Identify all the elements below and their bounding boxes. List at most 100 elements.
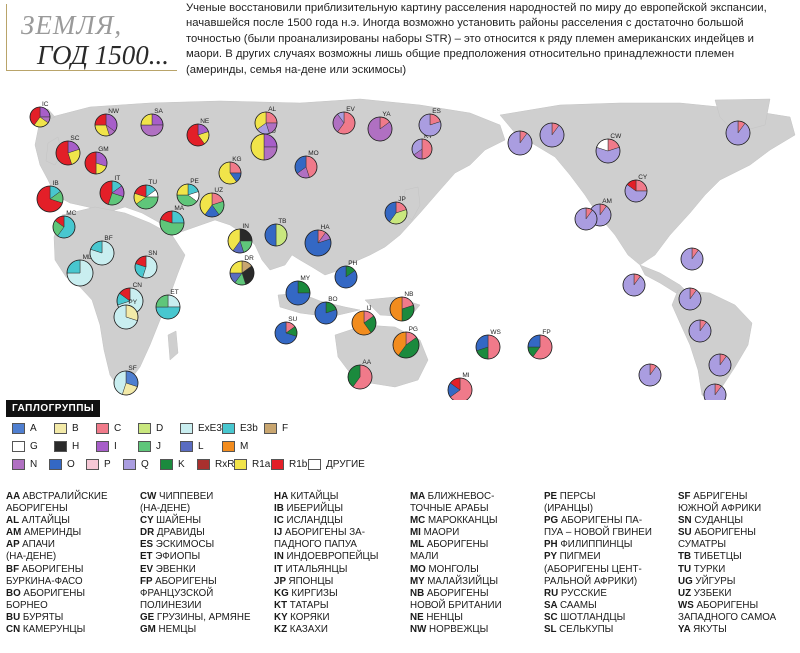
pie-gm: GM: [84, 146, 109, 175]
legend-label: R1a: [252, 459, 271, 470]
abbreviation-text: АБРИГЕНЫ: [693, 491, 748, 502]
legend-label: M: [240, 441, 249, 452]
abbreviation-code: GE: [140, 611, 157, 623]
abbreviation-text: НЕМЦЫ: [158, 624, 197, 636]
legend-label: K: [178, 459, 185, 470]
pie-ws: WS: [475, 329, 502, 360]
abbreviation-code: BF: [6, 563, 22, 575]
abbreviation-entry: AA АВСТРАЛИЙСКИЕ: [6, 491, 108, 503]
pie-label: IJ: [366, 305, 371, 312]
legend-label: ДРУГИЕ: [326, 459, 365, 470]
abbreviation-text: ИНДОЕВРОПЕЙЦЫ: [286, 551, 379, 563]
pie-outline: [384, 201, 408, 225]
pie-outline: [389, 296, 415, 322]
abbreviation-text: ТОЧНЫЕ АРАБЫ: [410, 503, 489, 515]
abbreviation-text: (НА-ДЕНЕ): [6, 551, 57, 563]
pie-outline: [708, 353, 732, 377]
abbreviation-column: AA АВСТРАЛИЙСКИЕ АБОРИГЕНЫ AL АЛТАЙЦЫ AM АМ…: [6, 491, 108, 636]
legend-item-r1a: R1a: [234, 458, 270, 471]
pie-label: PY: [128, 299, 137, 306]
legend-swatch: [222, 441, 235, 452]
pie-ib: IB: [36, 180, 64, 213]
abbreviation-text: СУДАНЦЫ: [694, 515, 744, 527]
pie-outline: [622, 273, 646, 297]
pie-ml: ML: [66, 254, 94, 287]
pie-label: MI: [462, 372, 469, 379]
abbreviation-code: EV: [140, 563, 156, 575]
abbreviation-code: DR: [140, 527, 157, 539]
pie-label: WS: [490, 329, 501, 336]
abbreviation-entry: MA БЛИЖНЕВОС-: [410, 491, 502, 503]
legend-label: J: [156, 441, 161, 452]
abbreviation-text: БОРНЕО: [6, 599, 48, 611]
abbreviation-text: ЮЖНОЙ АФРИКИ: [678, 503, 762, 515]
pie-mi: MI: [447, 372, 473, 400]
pie-label: JP: [398, 196, 406, 203]
legend-item-d: D: [138, 422, 163, 435]
legend-label: F: [282, 423, 289, 434]
pie-label: AA: [362, 359, 371, 366]
pie-outline: [84, 151, 108, 175]
abbreviation-text: МАЛИ: [410, 551, 439, 563]
legend-label: B: [72, 423, 79, 434]
abbreviation-text: ЧИППЕВЕИ: [159, 491, 214, 502]
pie-bf: BF: [89, 235, 115, 266]
abbreviation-code: MY: [410, 575, 428, 587]
pie-sc: SC: [55, 135, 81, 166]
pie-outline: [227, 228, 253, 254]
legend-swatch: [138, 441, 151, 452]
legend-label: C: [114, 423, 122, 434]
pie-am: [507, 130, 533, 156]
pie-outline: [314, 301, 338, 325]
pie-outline: [595, 138, 621, 164]
pie-pg: PG: [392, 326, 420, 359]
abbreviation-entry: CN КАМЕРУНЦЫ: [6, 624, 108, 636]
abbreviation-text: (НА-ДЕНЕ): [140, 503, 191, 515]
pie-outline: [264, 223, 288, 247]
abbreviation-code: YA: [678, 624, 694, 636]
abbreviation-code: SA: [544, 599, 560, 611]
abbreviation-text: БУРКИНА-ФАСО: [6, 575, 83, 587]
abbreviation-column: HA КИТАЙЦЫ IB ИБЕРИЙЦЫ IC ИСЛАНДЦЫ IJ АБОРИ…: [274, 491, 378, 636]
abbreviation-entry: HA КИТАЙЦЫ: [274, 491, 378, 503]
abbreviation-text: ПУА – НОВОЙ ГВИНЕИ: [544, 527, 652, 539]
title-line-1: ЗЕМЛЯ,: [21, 10, 123, 40]
abbreviation-entry: NW НОРВЕЖЦЫ: [410, 624, 502, 636]
legend-item-o: O: [49, 458, 75, 471]
abbreviation-text: ЯПОНЦЫ: [288, 575, 334, 587]
pie-al: AL: [254, 106, 278, 135]
abbreviation-text: МОНГОЛЫ: [428, 563, 479, 575]
abbreviation-entry: KT ТАТАРЫ: [274, 600, 378, 612]
pie-label: NB: [404, 291, 413, 298]
legend-swatch: [12, 441, 25, 452]
pie-label: SF: [128, 365, 136, 372]
pie-label: KY: [424, 133, 433, 140]
pie-label: IT: [114, 175, 120, 182]
abbreviation-text: РАЛЬНОЙ АФРИКИ): [544, 575, 638, 587]
abbreviation-entry: ПОЛИНЕЗИИ: [140, 600, 250, 612]
pie-dr: DR: [229, 255, 255, 286]
legend-item-rxr1: RxR1: [197, 458, 240, 471]
pie-label: SC: [70, 135, 79, 142]
pie-label: ES: [432, 108, 441, 115]
legend-swatch: [160, 459, 173, 470]
legend-swatch: [234, 459, 247, 470]
abbreviation-entry: NE НЕНЦЫ: [410, 612, 502, 624]
abbreviation-entry: KG КИРГИЗЫ: [274, 588, 378, 600]
legend-item-e3b: E3b: [222, 422, 258, 435]
pie-label: CW: [610, 133, 622, 140]
legend-item-i: I: [96, 440, 117, 453]
pie-am: [539, 122, 565, 148]
pie-cw: CW: [595, 133, 622, 164]
abbreviation-text: ПЕРСЫ: [559, 491, 596, 502]
abbreviation-text: КАЗАХИ: [289, 624, 328, 636]
pie-label: IC: [42, 101, 49, 108]
pie-label: MA: [174, 205, 184, 212]
pie-label: SU: [288, 316, 297, 323]
legend-item-p: P: [86, 458, 111, 471]
pie-label: ET: [170, 289, 178, 296]
legend-item-k: K: [160, 458, 185, 471]
pie-ya: YA: [367, 111, 393, 142]
legend-label: Q: [141, 459, 149, 470]
abbreviation-entry: ES ЭСКИМОСЫ: [140, 539, 250, 551]
